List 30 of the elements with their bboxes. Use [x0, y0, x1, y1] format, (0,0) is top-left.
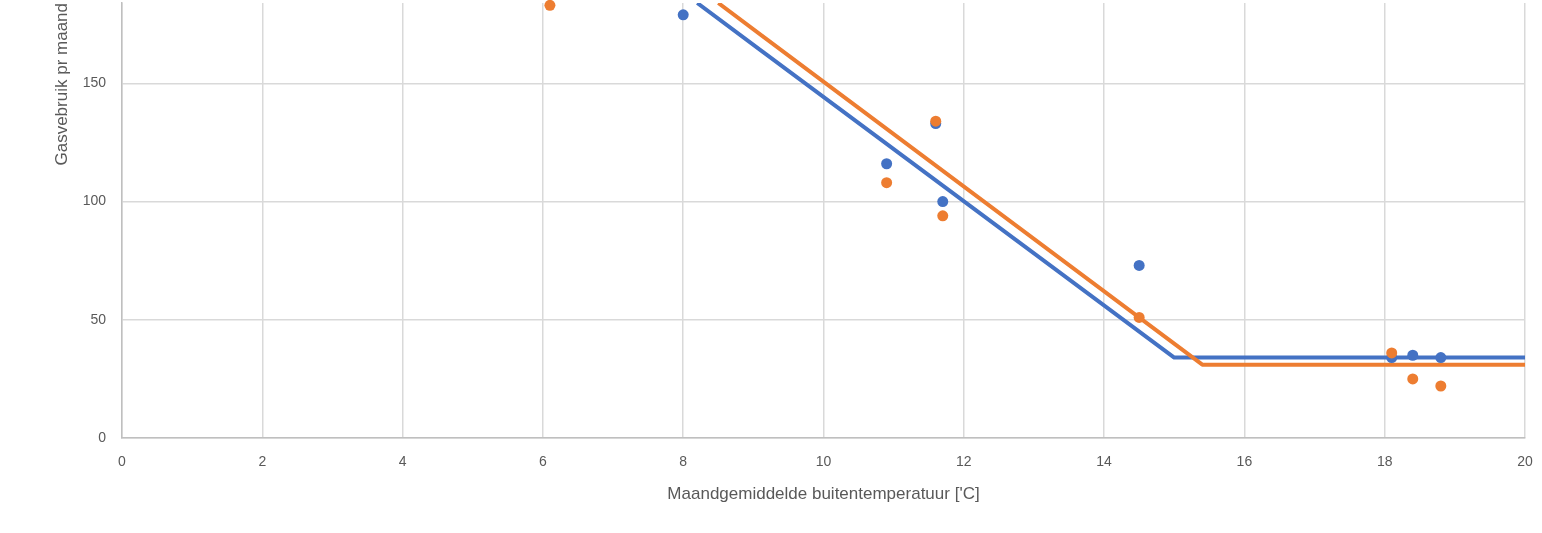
point — [544, 0, 556, 11]
x-axis-title: Maandgemiddelde buitentemperatuur ['C] — [667, 484, 980, 504]
point — [1407, 349, 1419, 361]
y-axis-title: Gasvebruik pr maand — [51, 3, 71, 166]
x-tick-label: 10 — [815, 453, 832, 470]
point — [1133, 311, 1145, 323]
y-tick-label: 0 — [98, 428, 107, 445]
y-tick-label: 100 — [82, 192, 107, 209]
x-tick-label: 16 — [1236, 453, 1253, 470]
point — [1407, 373, 1419, 385]
x-tick-label: 2 — [258, 453, 267, 470]
y-tick-label: 50 — [90, 310, 107, 327]
x-tick-label: 18 — [1376, 453, 1393, 470]
y-tick-label: 150 — [82, 74, 107, 91]
x-tick-label: 20 — [1517, 453, 1533, 470]
x-tick-label: 0 — [118, 453, 127, 470]
x-tick-label: 8 — [679, 453, 688, 470]
x-tick-label: 14 — [1096, 453, 1113, 470]
x-tick-label: 12 — [956, 453, 972, 470]
point — [677, 9, 689, 21]
point — [1435, 380, 1447, 392]
point — [881, 177, 893, 189]
point — [937, 196, 949, 208]
x-tick-label: 4 — [398, 453, 407, 470]
point — [1386, 347, 1398, 359]
point — [1133, 259, 1145, 271]
point — [1435, 352, 1447, 364]
point — [881, 158, 893, 170]
x-tick-label: 6 — [539, 453, 547, 470]
point — [937, 210, 949, 222]
